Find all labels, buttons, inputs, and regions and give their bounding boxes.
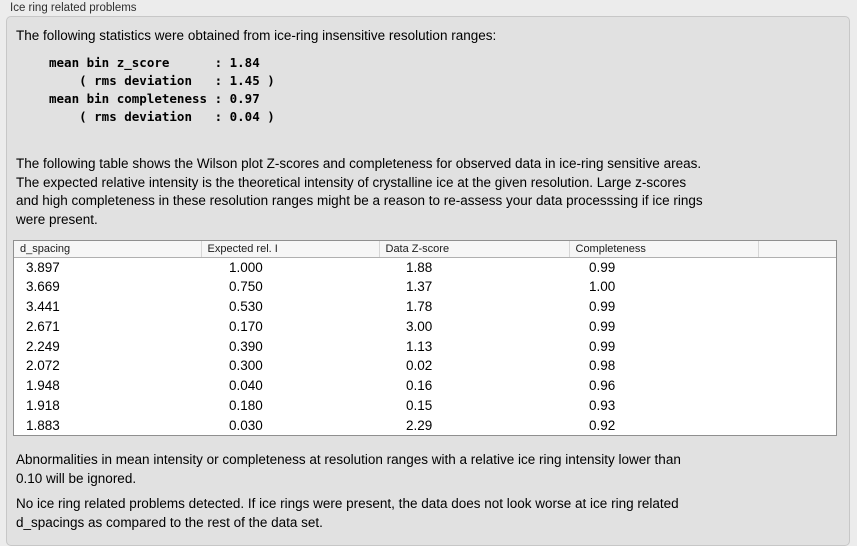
stats-summary-block: mean bin z_score : 1.84 ( rms deviation … bbox=[49, 55, 275, 124]
table-cell: 0.390 bbox=[229, 338, 263, 354]
table-row[interactable]: 3.897 1.000 1.88 0.99 bbox=[14, 257, 836, 277]
table-cell: 0.98 bbox=[589, 358, 616, 374]
table-cell: 2.671 bbox=[26, 318, 60, 334]
table-cell: 0.170 bbox=[229, 318, 263, 334]
table-cell: 3.669 bbox=[26, 279, 60, 295]
column-header-completeness[interactable]: Completeness bbox=[569, 241, 759, 258]
table-cell-filler bbox=[758, 356, 836, 376]
table-cell: 1.883 bbox=[26, 417, 60, 433]
column-header-expected-rel-i[interactable]: Expected rel. I bbox=[201, 241, 380, 258]
table-cell: 3.00 bbox=[406, 318, 433, 334]
table-cell: 3.897 bbox=[26, 259, 60, 275]
table-cell: 0.530 bbox=[229, 298, 263, 314]
table-cell: 3.441 bbox=[26, 298, 60, 314]
table-cell: 1.00 bbox=[589, 279, 616, 295]
table-cell: 1.78 bbox=[406, 298, 433, 314]
table-cell: 1.000 bbox=[229, 259, 263, 275]
table-row[interactable]: 3.669 0.750 1.37 1.00 bbox=[14, 277, 836, 297]
table-cell: 0.030 bbox=[229, 417, 263, 433]
table-cell: 0.99 bbox=[589, 318, 616, 334]
table-cell: 2.29 bbox=[406, 417, 433, 433]
conclusion-text: No ice ring related problems detected. I… bbox=[16, 496, 679, 530]
table-cell: 2.249 bbox=[26, 338, 60, 354]
results-table: d_spacing Expected rel. I Data Z-score Comp… bbox=[13, 240, 837, 437]
table-cell: 1.88 bbox=[406, 259, 433, 275]
table-cell: 1.37 bbox=[406, 279, 433, 295]
ice-ring-table: d_spacing Expected rel. I Data Z-score Comp… bbox=[14, 241, 836, 435]
table-row[interactable]: 2.249 0.390 1.13 0.99 bbox=[14, 336, 836, 356]
table-cell: 0.300 bbox=[229, 358, 263, 374]
table-cell: 0.040 bbox=[229, 378, 263, 394]
table-cell-filler bbox=[758, 277, 836, 297]
table-description-text: The following table shows the Wilson plo… bbox=[16, 156, 703, 227]
table-cell: 0.15 bbox=[406, 397, 433, 413]
results-table-header-row: d_spacing Expected rel. I Data Z-score Comp… bbox=[14, 241, 836, 258]
footnote-text: Abnormalities in mean intensity or compl… bbox=[16, 452, 681, 486]
table-cell: 0.93 bbox=[589, 397, 616, 413]
table-row[interactable]: 1.883 0.030 2.29 0.92 bbox=[14, 415, 836, 435]
table-cell: 0.92 bbox=[589, 417, 616, 433]
table-cell-filler bbox=[758, 297, 836, 317]
table-cell-filler bbox=[758, 257, 836, 277]
table-cell: 2.072 bbox=[26, 358, 60, 374]
intro-text: The following statistics were obtained f… bbox=[16, 28, 497, 43]
table-cell-filler bbox=[758, 336, 836, 356]
table-cell-filler bbox=[758, 376, 836, 396]
table-cell: 0.180 bbox=[229, 397, 263, 413]
column-header-filler bbox=[758, 241, 836, 258]
table-cell-filler bbox=[758, 415, 836, 435]
table-cell: 1.13 bbox=[406, 338, 433, 354]
table-cell: 1.948 bbox=[26, 378, 60, 394]
column-header-d-spacing[interactable]: d_spacing bbox=[14, 241, 202, 258]
table-cell: 0.750 bbox=[229, 279, 263, 295]
table-row[interactable]: 2.671 0.170 3.00 0.99 bbox=[14, 316, 836, 336]
table-cell: 0.99 bbox=[589, 338, 616, 354]
table-row[interactable]: 1.918 0.180 0.15 0.93 bbox=[14, 396, 836, 416]
table-cell: 0.96 bbox=[589, 378, 616, 394]
table-row[interactable]: 3.441 0.530 1.78 0.99 bbox=[14, 297, 836, 317]
table-row[interactable]: 1.948 0.040 0.16 0.96 bbox=[14, 376, 836, 396]
column-header-data-z-score[interactable]: Data Z-score bbox=[379, 241, 570, 258]
table-cell: 0.16 bbox=[406, 378, 433, 394]
table-cell-filler bbox=[758, 396, 836, 416]
table-cell: 1.918 bbox=[26, 397, 60, 413]
table-cell: 0.99 bbox=[589, 298, 616, 314]
table-row[interactable]: 2.072 0.300 0.02 0.98 bbox=[14, 356, 836, 376]
table-cell: 0.99 bbox=[589, 259, 616, 275]
table-cell-filler bbox=[758, 316, 836, 336]
panel-title: Ice ring related problems bbox=[10, 2, 137, 14]
table-cell: 0.02 bbox=[406, 358, 433, 374]
